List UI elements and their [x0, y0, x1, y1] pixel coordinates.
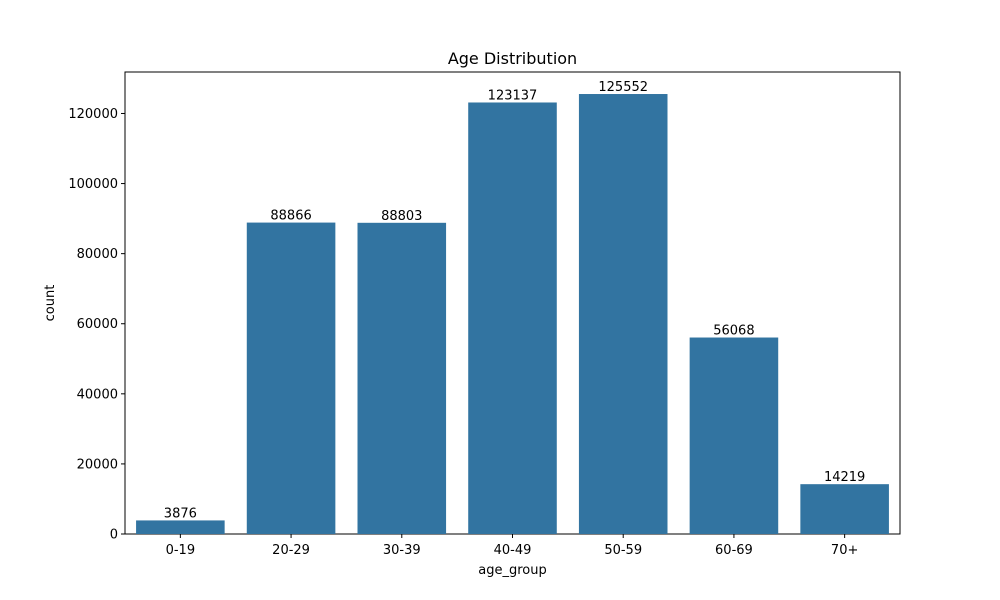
- x-tick-label-60-69: 60-69: [715, 543, 753, 558]
- data-label-60-69: 56068: [713, 324, 754, 339]
- x-tick-label-0-19: 0-19: [166, 543, 196, 558]
- x-tick-label-30-39: 30-39: [383, 543, 421, 558]
- data-label-70+: 14219: [824, 470, 865, 485]
- x-axis: 0-19 20-29 30-39 40-49 50-59 60-69 70+: [166, 534, 858, 558]
- bar-0-19: [136, 520, 225, 534]
- x-tick-label-40-49: 40-49: [494, 543, 532, 558]
- bar-40-49: [468, 102, 557, 534]
- y-tick-label-80000: 80000: [77, 247, 118, 262]
- x-tick-label-50-59: 50-59: [604, 543, 642, 558]
- data-label-20-29: 88866: [270, 209, 311, 224]
- y-tick-label-0: 0: [110, 528, 118, 543]
- chart-title: Age Distribution: [448, 49, 577, 68]
- y-tick-label-20000: 20000: [77, 457, 118, 472]
- y-tick-label-100000: 100000: [68, 177, 118, 192]
- x-axis-label: age_group: [478, 563, 546, 578]
- x-tick-label-20-29: 20-29: [272, 543, 310, 558]
- bars-group: [136, 94, 889, 534]
- bar-70+: [800, 484, 889, 534]
- x-tick-label-70+: 70+: [831, 543, 858, 558]
- y-tick-label-120000: 120000: [68, 107, 118, 122]
- data-label-0-19: 3876: [164, 506, 197, 521]
- y-axis: 0 20000 40000 60000 80000 100000 120000: [68, 107, 125, 543]
- bar-30-39: [357, 222, 447, 534]
- data-labels-group: 3876 88866 88803 123137 125552 56068 14219: [164, 80, 866, 521]
- bar-50-59: [578, 94, 668, 534]
- data-label-50-59: 125552: [598, 80, 648, 95]
- y-tick-label-60000: 60000: [77, 317, 118, 332]
- bar-60-69: [689, 337, 779, 534]
- y-axis-label: count: [43, 285, 58, 322]
- y-tick-label-40000: 40000: [77, 387, 118, 402]
- bar-20-29: [246, 222, 336, 534]
- data-label-30-39: 88803: [381, 209, 422, 224]
- data-label-40-49: 123137: [488, 88, 538, 103]
